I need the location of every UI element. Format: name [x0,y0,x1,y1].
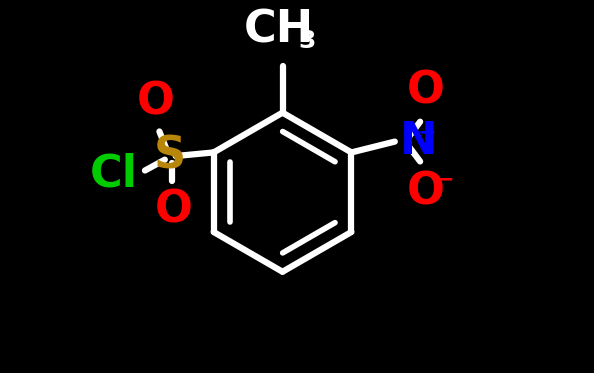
Text: N: N [400,120,438,163]
Text: O: O [155,189,193,232]
Text: 3: 3 [299,29,316,53]
Text: O: O [407,70,444,113]
Text: S: S [154,135,187,178]
Text: Cl: Cl [90,153,138,195]
Text: O: O [137,81,175,123]
Text: −: − [435,170,454,190]
Text: CH: CH [244,8,314,51]
Text: O: O [407,170,444,213]
Text: +: + [418,123,436,142]
